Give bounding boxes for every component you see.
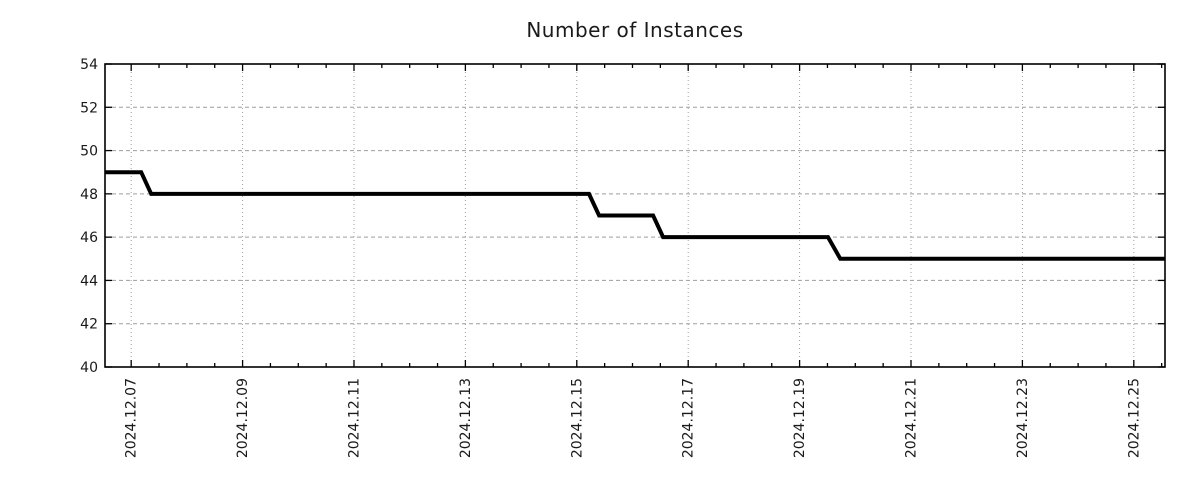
chart-title: Number of Instances: [526, 18, 744, 42]
y-tick-label: 50: [80, 144, 98, 160]
x-tick-label: 2024.12.09: [235, 378, 251, 458]
x-tick-label: 2024.12.15: [569, 378, 585, 458]
y-tick-label: 52: [80, 100, 98, 116]
series-line-instances: [105, 170, 1165, 261]
y-tick-label: 48: [80, 187, 98, 203]
y-tick-label: 40: [80, 360, 98, 376]
x-tick-label: 2024.12.19: [792, 378, 808, 458]
plot-border: [104, 63, 1166, 368]
x-tick-label: 2024.12.25: [1126, 378, 1142, 458]
y-tick-label: 54: [80, 57, 98, 73]
y-tick-label: 42: [80, 317, 98, 333]
x-tick-label: 2024.12.11: [346, 378, 362, 458]
x-tick-label: 2024.12.21: [904, 378, 920, 458]
x-tick-label: 2024.12.23: [1015, 378, 1031, 458]
x-tick-label: 2024.12.17: [681, 378, 697, 458]
y-tick-label: 44: [80, 273, 98, 289]
x-tick-label: 2024.12.07: [124, 378, 140, 458]
x-tick-label: 2024.12.13: [458, 378, 474, 458]
y-tick-label: 46: [80, 230, 98, 246]
